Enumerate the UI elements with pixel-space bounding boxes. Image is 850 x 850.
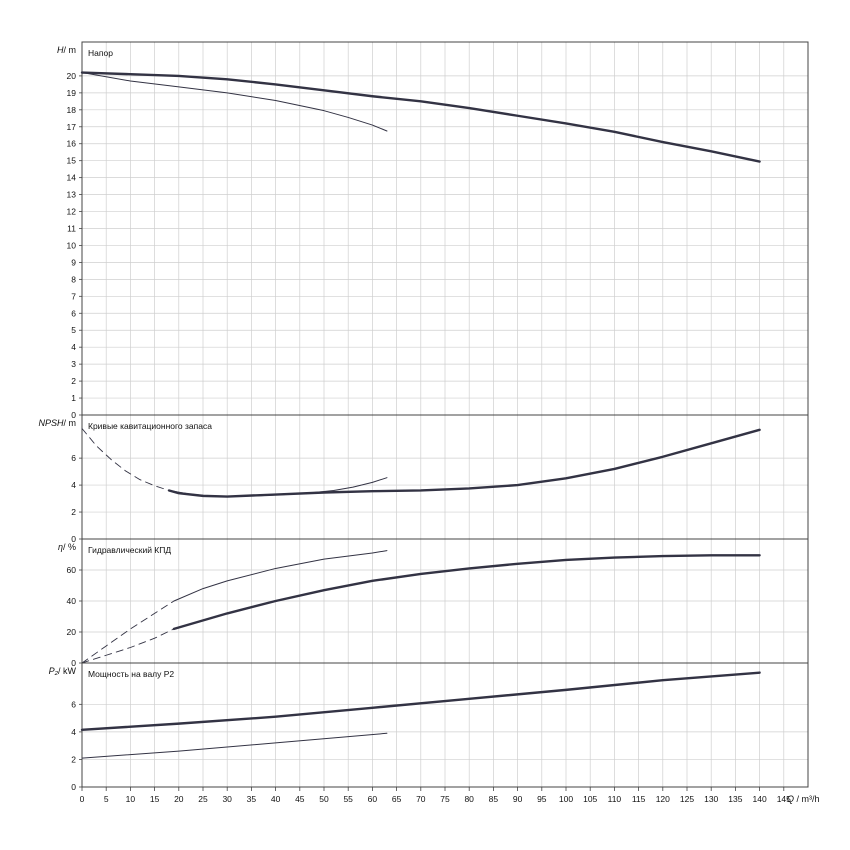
x-tick-label: 70 (416, 794, 426, 804)
x-tick-label: 130 (704, 794, 718, 804)
y-axis-unit: / m (64, 418, 77, 428)
panel-title: Напор (88, 48, 113, 58)
y-tick-label: 4 (71, 727, 76, 737)
x-tick-label: 40 (271, 794, 281, 804)
x-tick-label: 35 (247, 794, 257, 804)
x-tick-label: 105 (583, 794, 597, 804)
x-tick-label: 85 (489, 794, 499, 804)
x-tick-label: 140 (753, 794, 767, 804)
y-axis-name: P₂ (49, 666, 59, 676)
y-tick-label: 17 (67, 122, 77, 132)
x-tick-label: 120 (656, 794, 670, 804)
y-tick-label: 6 (71, 453, 76, 463)
y-tick-label: 13 (67, 190, 77, 200)
y-tick-label: 18 (67, 105, 77, 115)
y-axis-unit: / kW (58, 666, 77, 676)
x-tick-label: 115 (632, 794, 646, 804)
y-axis-unit: / % (63, 542, 76, 552)
series-line-thick (172, 554, 761, 631)
x-tick-label: 50 (319, 794, 329, 804)
series-line-thin (81, 72, 388, 132)
y-tick-label: 11 (67, 224, 76, 234)
y-tick-label: 4 (71, 480, 76, 490)
y-tick-label: 9 (71, 257, 76, 267)
y-axis-label: η/ % (58, 542, 76, 552)
series-line-thin (168, 477, 388, 498)
y-tick-label: 2 (71, 507, 76, 517)
x-tick-label: 30 (222, 794, 232, 804)
y-tick-label: 7 (71, 291, 76, 301)
x-tick-label: 60 (368, 794, 378, 804)
y-tick-label: 10 (67, 240, 77, 250)
y-tick-label: 6 (71, 699, 76, 709)
series-line-thick (80, 671, 761, 732)
series-line-dashed (81, 428, 170, 491)
y-axis-unit: / m (64, 45, 77, 55)
y-tick-label: 6 (71, 308, 76, 318)
y-axis-label: H/ m (57, 45, 76, 55)
x-tick-label: 10 (126, 794, 136, 804)
x-tick-label: 55 (343, 794, 353, 804)
y-axis-label: P₂/ kW (49, 666, 77, 676)
x-tick-label: 95 (537, 794, 547, 804)
x-tick-label: 0 (80, 794, 85, 804)
series-line-thin (81, 732, 388, 759)
y-tick-label: 1 (71, 393, 76, 403)
series-line-dashed (81, 600, 175, 664)
y-tick-label: 0 (71, 410, 76, 420)
y-tick-label: 20 (67, 627, 77, 637)
x-tick-label: 135 (728, 794, 742, 804)
x-tick-label: 20 (174, 794, 184, 804)
x-tick-label: 90 (513, 794, 523, 804)
x-tick-label: 25 (198, 794, 208, 804)
panel-title: Мощность на валу Р2 (88, 669, 174, 679)
x-axis-unit: / m³/h (794, 794, 820, 804)
y-tick-label: 4 (71, 342, 76, 352)
x-axis-label: Q / m³/h (787, 794, 820, 804)
y-tick-label: 3 (71, 359, 76, 369)
y-tick-label: 15 (67, 156, 77, 166)
y-axis-label: NPSH/ m (38, 418, 76, 428)
x-tick-label: 65 (392, 794, 402, 804)
y-tick-label: 19 (67, 88, 77, 98)
y-tick-label: 12 (67, 207, 77, 217)
y-tick-label: 0 (71, 658, 76, 668)
panel-title: Гидравлический КПД (88, 545, 171, 555)
series-line-dashed (81, 628, 175, 664)
y-axis-name: H (57, 45, 64, 55)
x-tick-label: 75 (440, 794, 450, 804)
x-tick-label: 125 (680, 794, 694, 804)
series-line-thick (80, 71, 761, 163)
x-tick-label: 45 (295, 794, 305, 804)
y-axis-name: η (58, 542, 63, 552)
series-line-thick (167, 428, 761, 498)
y-tick-label: 2 (71, 376, 76, 386)
x-tick-label: 80 (464, 794, 474, 804)
y-tick-label: 16 (67, 139, 77, 149)
x-tick-label: 145 (777, 794, 791, 804)
x-tick-label: 15 (150, 794, 160, 804)
y-axis-name: NPSH (38, 418, 64, 428)
series-line-thin (173, 550, 388, 602)
x-tick-label: 5 (104, 794, 109, 804)
panel-title: Кривые кавитационного запаса (88, 421, 212, 431)
y-tick-label: 14 (67, 173, 77, 183)
y-tick-label: 0 (71, 782, 76, 792)
y-tick-label: 60 (67, 565, 77, 575)
y-tick-label: 0 (71, 534, 76, 544)
y-tick-label: 5 (71, 325, 76, 335)
y-tick-label: 40 (67, 596, 77, 606)
x-tick-label: 110 (608, 794, 622, 804)
y-tick-label: 8 (71, 274, 76, 284)
x-axis-name: Q (787, 794, 794, 804)
y-tick-label: 20 (67, 71, 77, 81)
y-tick-label: 2 (71, 754, 76, 764)
x-tick-label: 100 (559, 794, 573, 804)
